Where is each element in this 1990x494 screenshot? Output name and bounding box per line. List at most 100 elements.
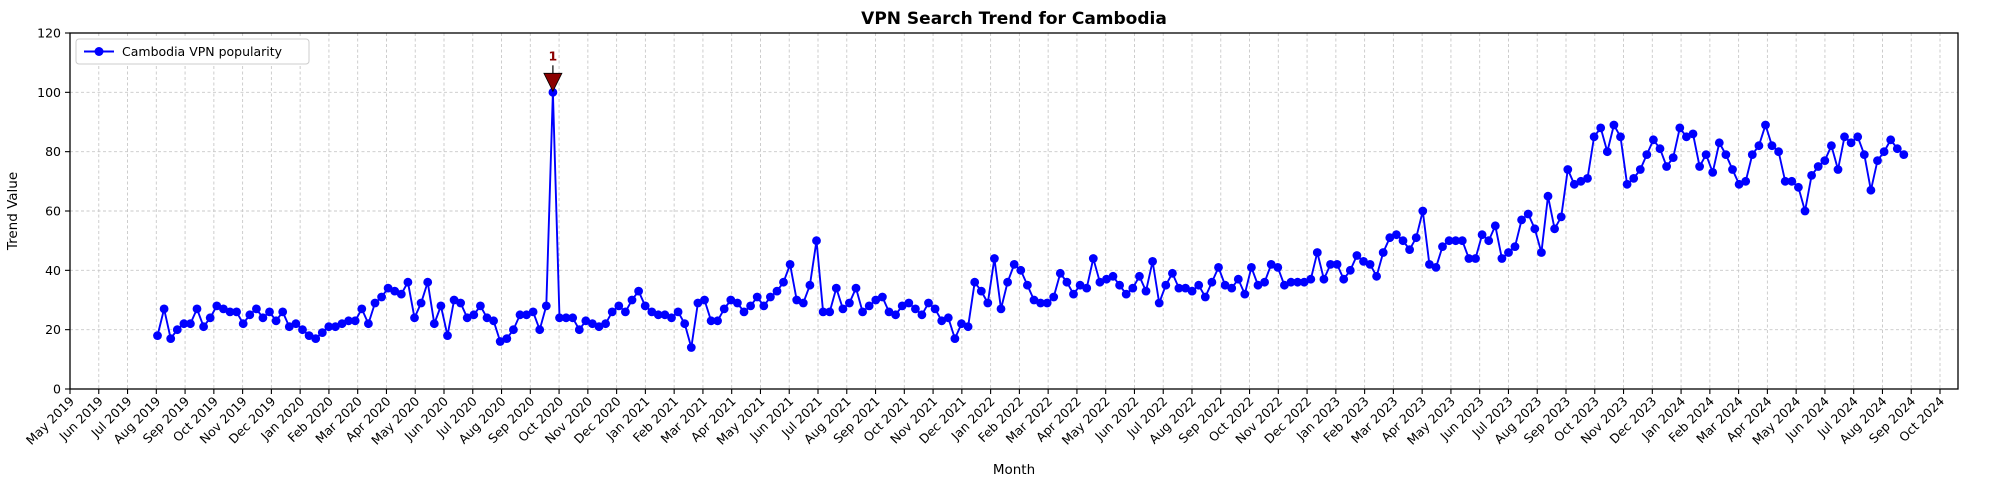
data-point (199, 322, 209, 332)
data-point (1504, 248, 1513, 257)
data-point (370, 298, 380, 308)
data-point (785, 260, 795, 269)
data-point (1642, 150, 1652, 160)
legend-label: Cambodia VPN popularity (122, 44, 283, 59)
data-point (607, 307, 617, 317)
data-point (1451, 236, 1461, 246)
data-point (186, 319, 195, 329)
data-point (1892, 144, 1902, 154)
data-point (1121, 289, 1131, 299)
data-point (1741, 176, 1751, 186)
data-point (535, 325, 545, 335)
data-point (937, 316, 947, 326)
data-point (1701, 150, 1711, 160)
data-point (878, 292, 887, 302)
data-point (258, 313, 268, 323)
y-tick-label: 100 (37, 85, 61, 100)
data-point (1873, 156, 1882, 166)
data-point (627, 295, 637, 305)
data-points (153, 87, 1909, 352)
data-point (957, 319, 966, 329)
data-point (1688, 129, 1698, 139)
data-point (1181, 283, 1190, 293)
data-point (172, 325, 182, 335)
data-point (1378, 248, 1388, 257)
peak-annotation: 1 (543, 48, 563, 93)
data-point (1359, 257, 1368, 266)
data-point (1649, 135, 1658, 145)
data-point (1405, 245, 1414, 255)
data-point (601, 319, 610, 329)
y-tick-label: 40 (45, 263, 61, 278)
data-point (752, 292, 762, 302)
data-point (1082, 283, 1092, 293)
data-point (1569, 179, 1579, 189)
data-point (1306, 274, 1316, 284)
data-point (159, 304, 169, 314)
data-point (594, 322, 604, 332)
y-tick-label: 0 (53, 382, 61, 397)
legend-marker-icon (94, 47, 104, 56)
data-point (311, 334, 321, 343)
data-point (271, 316, 281, 326)
data-point (1069, 289, 1078, 299)
legend-box (75, 38, 310, 65)
data-point (1820, 156, 1830, 166)
data-point (429, 319, 439, 329)
data-point (719, 304, 729, 314)
data-point (1708, 168, 1718, 177)
data-point (772, 286, 782, 296)
data-point (1767, 141, 1777, 151)
data-point (344, 316, 353, 326)
data-point (667, 313, 676, 323)
data-point (1800, 206, 1810, 216)
data-point (673, 307, 683, 317)
data-point (976, 286, 986, 296)
data-point (1003, 277, 1012, 287)
data-point (950, 334, 960, 343)
data-point (278, 307, 288, 317)
data-point (443, 331, 452, 340)
data-point (1846, 138, 1856, 148)
data-point (192, 304, 202, 314)
trend-line (156, 92, 1905, 348)
data-point (1675, 123, 1685, 133)
data-point (1042, 298, 1052, 308)
data-point (805, 280, 815, 290)
data-point (396, 289, 406, 299)
data-point (990, 254, 999, 263)
data-point (1141, 286, 1151, 296)
data-point (179, 319, 189, 329)
data-point (337, 319, 347, 329)
axis-ticks (65, 32, 1941, 394)
data-point (1629, 174, 1639, 183)
data-point (1009, 260, 1019, 269)
data-point (1016, 265, 1026, 275)
data-point (1602, 147, 1612, 157)
data-point (1260, 277, 1269, 287)
data-point (456, 298, 465, 308)
data-point (561, 313, 571, 323)
data-point (1477, 230, 1487, 240)
data-point (1556, 212, 1566, 222)
data-point (574, 325, 584, 335)
data-point (706, 316, 716, 326)
data-point (871, 295, 881, 305)
data-point (1747, 150, 1757, 160)
data-point (324, 322, 334, 332)
data-point (423, 277, 433, 287)
data-point (383, 283, 393, 293)
data-point (1490, 221, 1500, 231)
data-point (1055, 268, 1065, 278)
data-point (1214, 263, 1223, 272)
data-point (1530, 224, 1540, 234)
data-point (1431, 263, 1441, 272)
data-point (726, 295, 736, 305)
data-point (897, 301, 907, 311)
data-point (1339, 274, 1349, 284)
data-point (548, 87, 558, 97)
data-point (232, 307, 242, 317)
